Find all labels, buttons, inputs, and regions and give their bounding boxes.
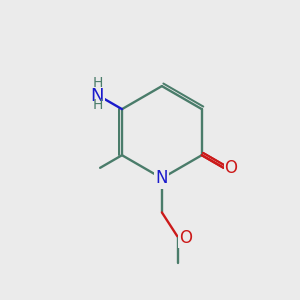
Text: O: O (179, 229, 192, 247)
Text: N: N (91, 87, 104, 105)
Text: N: N (156, 169, 168, 187)
Text: H: H (92, 98, 103, 112)
Text: H: H (92, 76, 103, 90)
Text: O: O (225, 159, 238, 177)
